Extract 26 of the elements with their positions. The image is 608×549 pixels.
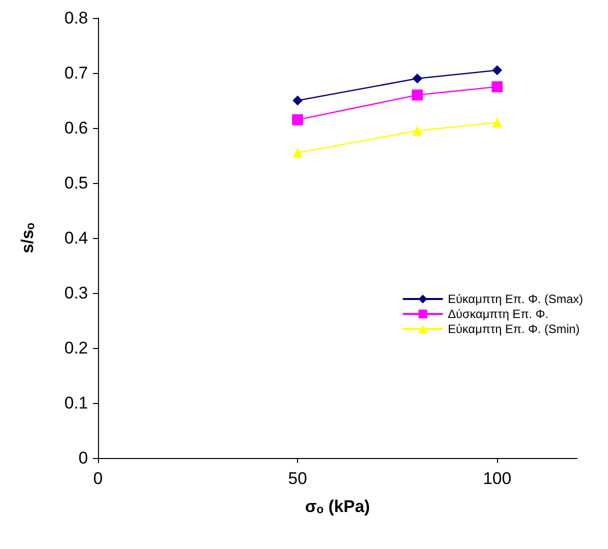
point [412, 74, 422, 84]
legend-label: Δύσκαμπτη Επ. Φ. [448, 307, 548, 321]
y-tick-label: 0.8 [64, 8, 88, 28]
x-tick-label: 50 [288, 469, 308, 488]
point [492, 81, 503, 92]
y-tick-label: 0.3 [64, 284, 88, 302]
x-tick-label: 100 [482, 469, 512, 488]
y-tick-label: 0.5 [64, 174, 88, 192]
y-tick-label: 0 [78, 448, 88, 468]
y-tick-label: 0.1 [64, 394, 88, 412]
x-axis-title: σₒ (kPa) [305, 497, 370, 516]
y-axis-title: s/sₒ [18, 222, 37, 254]
y-tick-label: 0.6 [64, 118, 88, 138]
point [292, 114, 304, 126]
point [492, 118, 502, 128]
x-tick-label: 0 [93, 469, 103, 488]
point [412, 126, 422, 136]
point [412, 90, 423, 100]
y-tick-label: 0.2 [64, 338, 88, 358]
point [492, 65, 502, 76]
y-tick-label: 0.4 [64, 228, 88, 248]
point [292, 148, 303, 158]
legend-label: Εύκαμπτη Επ. Φ. (Smin) [448, 322, 580, 336]
point [292, 96, 303, 106]
y-tick-label: 0.7 [64, 64, 88, 82]
legend-label: Εύκαμπτη Επ. Φ. (Smax) [448, 292, 584, 306]
